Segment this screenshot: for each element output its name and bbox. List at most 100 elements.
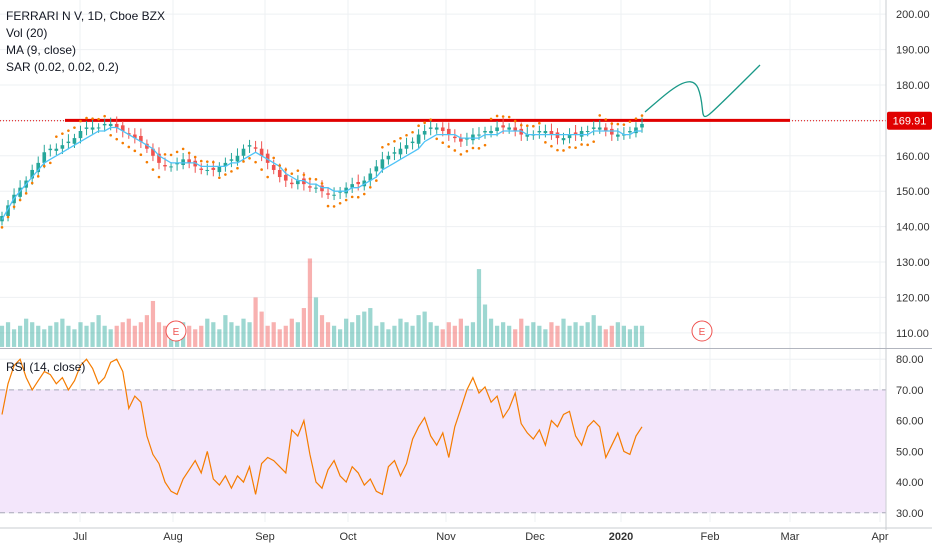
sar-dot bbox=[611, 122, 614, 125]
candle-body bbox=[429, 127, 433, 128]
candle bbox=[387, 152, 391, 165]
volume-bar bbox=[96, 315, 100, 347]
candle-body bbox=[501, 125, 505, 127]
sar-dot bbox=[641, 114, 644, 117]
volume-bar bbox=[592, 315, 596, 347]
volume-bar bbox=[495, 326, 499, 347]
candle bbox=[489, 126, 493, 138]
sar-dot bbox=[472, 147, 475, 150]
sar-dot bbox=[103, 115, 106, 118]
sar-dot bbox=[31, 182, 34, 185]
candle-body bbox=[85, 127, 89, 128]
candle bbox=[368, 168, 372, 186]
volume-bar bbox=[410, 326, 414, 347]
sar-dot bbox=[218, 176, 221, 179]
sar-dot bbox=[158, 176, 161, 179]
sar-dot bbox=[176, 151, 179, 154]
candle-body bbox=[290, 183, 294, 184]
volume-bar bbox=[465, 326, 469, 347]
volume-bar bbox=[223, 315, 227, 347]
sar-dot bbox=[502, 115, 505, 118]
candle-body bbox=[616, 135, 620, 137]
volume-bar bbox=[628, 329, 632, 347]
volume-bar bbox=[290, 319, 294, 347]
sar-dot bbox=[514, 120, 517, 123]
sar-dot bbox=[526, 124, 529, 127]
candle-body bbox=[314, 188, 318, 189]
candle bbox=[151, 143, 155, 161]
candle bbox=[199, 163, 203, 174]
sar-dot bbox=[194, 156, 197, 159]
sar-dot bbox=[586, 144, 589, 147]
candle bbox=[157, 147, 161, 169]
volume-bar bbox=[398, 319, 402, 347]
candle bbox=[187, 152, 191, 168]
sar-dot bbox=[278, 164, 281, 167]
volume-bar bbox=[30, 322, 34, 347]
candle-body bbox=[447, 129, 451, 135]
price-tick-label: 190.00 bbox=[896, 45, 930, 57]
volume-bar bbox=[634, 326, 638, 347]
volume-bar bbox=[60, 319, 64, 347]
candle-body bbox=[610, 129, 614, 135]
candle-body bbox=[103, 124, 107, 125]
volume-bar bbox=[555, 326, 559, 347]
volume-bar bbox=[42, 329, 46, 347]
candle bbox=[411, 137, 415, 149]
candle bbox=[193, 157, 197, 173]
volume-bar bbox=[543, 329, 547, 347]
volume-bar bbox=[423, 312, 427, 347]
volume-bar bbox=[356, 315, 360, 347]
sar-dot bbox=[242, 160, 245, 163]
volume-bar bbox=[622, 326, 626, 347]
sar-dot bbox=[55, 135, 58, 138]
candle-body bbox=[230, 159, 234, 160]
volume-bar bbox=[308, 258, 312, 346]
candle bbox=[350, 178, 354, 193]
candle-body bbox=[453, 137, 457, 138]
sar-dot bbox=[49, 162, 52, 165]
candle-body bbox=[79, 131, 83, 138]
sar-dot bbox=[73, 126, 76, 129]
candle bbox=[568, 128, 572, 143]
price-tick-label: 160.00 bbox=[896, 151, 930, 163]
candle-body bbox=[73, 138, 77, 144]
candle bbox=[634, 122, 638, 137]
sar-dot bbox=[369, 186, 372, 189]
sar-dot bbox=[387, 143, 390, 146]
candle-body bbox=[586, 131, 590, 132]
sar-dot bbox=[393, 140, 396, 143]
candle-body bbox=[411, 142, 415, 143]
volume-bar bbox=[441, 329, 445, 347]
volume-bar bbox=[217, 329, 221, 347]
sar-dot bbox=[357, 196, 360, 199]
sar-dot bbox=[266, 176, 269, 179]
sar-dot bbox=[91, 117, 94, 120]
volume-bar bbox=[368, 308, 372, 347]
candle-body bbox=[61, 145, 65, 149]
sar-dot bbox=[272, 157, 275, 160]
volume-bar bbox=[266, 326, 270, 347]
volume-bar bbox=[36, 326, 40, 347]
candle-body bbox=[495, 127, 499, 131]
sar-dot bbox=[417, 124, 420, 127]
earnings-label: E bbox=[173, 327, 180, 338]
candle bbox=[218, 162, 222, 176]
volume-bar bbox=[350, 322, 354, 347]
volume-bar bbox=[90, 322, 94, 347]
sar-dot bbox=[152, 168, 155, 171]
volume-bar bbox=[0, 326, 4, 347]
time-tick-label: Mar bbox=[781, 531, 800, 543]
sar-dot bbox=[79, 120, 82, 123]
candle-body bbox=[598, 127, 602, 129]
candle-body bbox=[477, 135, 481, 136]
sar-dot bbox=[309, 178, 312, 181]
sar-dot bbox=[484, 144, 487, 147]
candle-body bbox=[212, 168, 216, 170]
rsi-tick-label: 30.00 bbox=[896, 508, 924, 520]
sar-dot bbox=[327, 205, 330, 208]
volume-bar bbox=[573, 322, 577, 347]
volume-bar bbox=[586, 322, 590, 347]
